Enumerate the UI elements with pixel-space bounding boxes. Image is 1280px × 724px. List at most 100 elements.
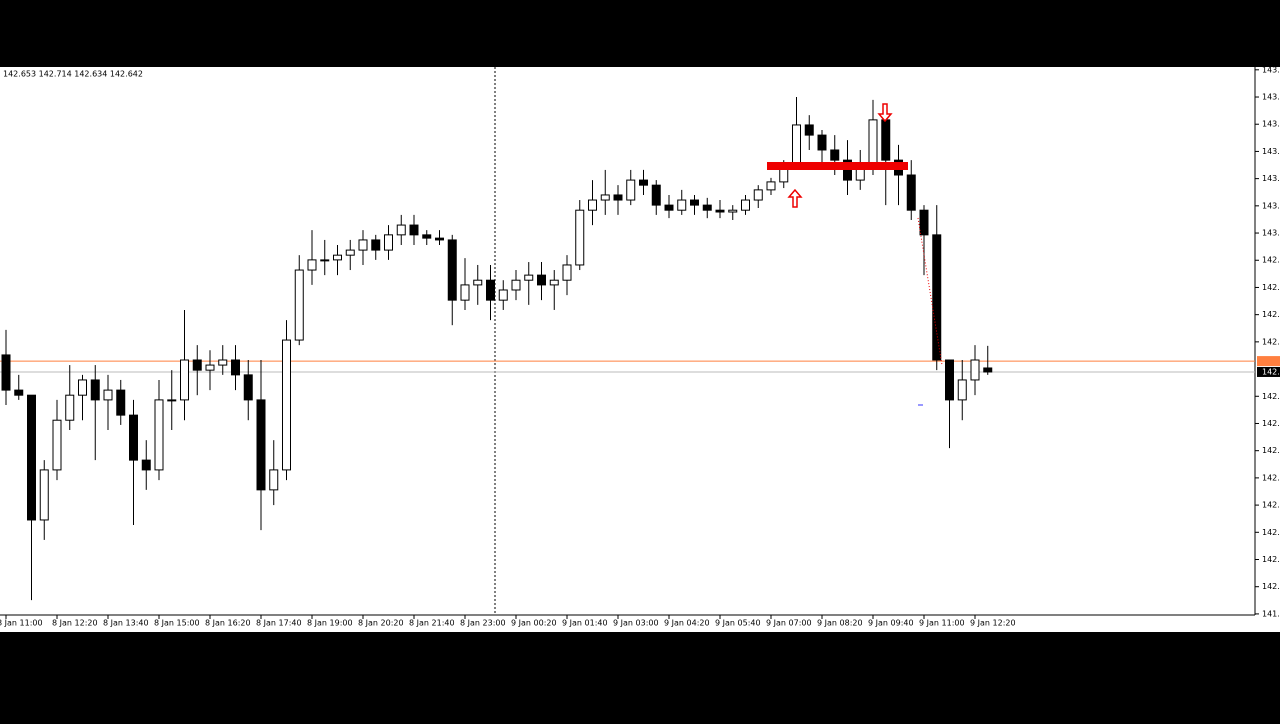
- x-tick-label: 9 Jan 12:20: [970, 619, 1016, 628]
- candle-body: [919, 209, 929, 236]
- candle-body: [690, 199, 699, 206]
- candle-body: [945, 359, 954, 401]
- candle-body: [27, 394, 36, 521]
- x-tick-label: 8 Jan 21:40: [409, 619, 455, 628]
- candle-body: [639, 179, 648, 186]
- y-tick-label: 142.4: [1262, 446, 1280, 455]
- y-tick-label: 142.7: [1262, 337, 1280, 346]
- candle-body: [766, 181, 776, 191]
- candle-body: [141, 459, 151, 471]
- chart-window: [0, 67, 1280, 632]
- y-tick-label: 142.2: [1262, 528, 1280, 537]
- buy-arrow: [787, 188, 803, 208]
- candle-body: [741, 199, 750, 211]
- candle-body: [371, 239, 381, 251]
- candle-body: [524, 274, 534, 281]
- y-tick-label: 142.0: [1262, 582, 1280, 591]
- candle-body: [320, 259, 330, 262]
- ohlc-info: 142.653 142.714 142.634 142.642: [3, 70, 143, 79]
- y-tick-label: 143.1: [1262, 201, 1280, 210]
- candle-body: [957, 379, 967, 401]
- candle-body: [983, 367, 993, 373]
- x-tick-label: 8 Jan 19:00: [307, 619, 353, 628]
- candle-body: [103, 389, 113, 401]
- candle-body: [486, 279, 495, 301]
- candle-body: [345, 249, 355, 256]
- trend-line: [917, 217, 943, 366]
- x-tick-label: 9 Jan 01:40: [562, 619, 608, 628]
- candle-body: [498, 289, 508, 301]
- y-tick-label: 142.3: [1262, 473, 1280, 482]
- candle-body: [65, 394, 75, 421]
- candle-body: [613, 194, 623, 201]
- candle-body: [396, 224, 406, 236]
- candle-body: [817, 134, 827, 151]
- x-tick-label: 9 Jan 08:20: [817, 619, 863, 628]
- candle-body: [626, 179, 636, 201]
- y-tick-label: 142.1: [1262, 555, 1280, 564]
- candle-body: [651, 184, 661, 206]
- candle-body: [333, 254, 342, 261]
- price-label: 142.6: [1262, 367, 1280, 376]
- candle-body: [575, 209, 585, 266]
- y-tick-label: 142.5: [1262, 392, 1280, 401]
- candle-body: [167, 399, 177, 402]
- candle-body: [256, 399, 266, 491]
- x-tick-label: 8 Jan 13:40: [103, 619, 149, 628]
- candle-body: [932, 234, 942, 361]
- candle-body: [537, 274, 546, 286]
- y-tick-label: 143.4: [1262, 93, 1280, 102]
- candle-body: [715, 209, 725, 213]
- candle-body: [843, 159, 852, 181]
- candle-body: [549, 279, 559, 286]
- x-tick-label: 9 Jan 03:00: [613, 619, 659, 628]
- candle-body: [728, 209, 738, 213]
- candle-body: [422, 234, 432, 239]
- y-tick-label: 142.9: [1262, 256, 1280, 265]
- y-tick-label: 142.8: [1262, 283, 1280, 292]
- x-tick-label: 8 Jan 23:00: [460, 619, 506, 628]
- y-tick-label: 143.4: [1262, 65, 1280, 74]
- sell-arrow: [877, 103, 893, 123]
- candle-body: [358, 239, 368, 251]
- candle-body: [14, 389, 24, 396]
- candle-body: [154, 399, 164, 471]
- resistance-zone: [767, 162, 908, 170]
- candle-body: [473, 279, 483, 286]
- plot-area: [0, 97, 1255, 601]
- y-tick-label: 143.2: [1262, 147, 1280, 156]
- y-tick-label: 142.8: [1262, 310, 1280, 319]
- y-tick-label: 143.0: [1262, 229, 1280, 238]
- x-tick-label: 9 Jan 09:40: [868, 619, 914, 628]
- candle-body: [664, 204, 674, 211]
- candle-body: [804, 124, 814, 136]
- y-tick-label: 141.9: [1262, 609, 1280, 618]
- candle-body: [52, 419, 62, 471]
- candle-body: [269, 469, 279, 491]
- candle-body: [294, 269, 304, 341]
- candle-body: [205, 364, 215, 371]
- candle-body: [830, 149, 840, 161]
- candle-body: [282, 339, 291, 471]
- candle-body: [588, 199, 597, 211]
- price-box: [1257, 366, 1280, 377]
- level-price-box: [1257, 356, 1280, 367]
- candle-body: [970, 359, 980, 381]
- x-tick-label: 9 Jan 05:40: [715, 619, 761, 628]
- candle-body: [129, 414, 138, 461]
- candle-body: [192, 359, 202, 371]
- y-tick-label: 143.3: [1262, 120, 1280, 129]
- candle-body: [881, 119, 891, 161]
- candle-body: [78, 379, 87, 396]
- candle-body: [435, 237, 444, 241]
- candle-body: [753, 189, 763, 201]
- candle-body: [562, 264, 572, 281]
- candle-body: [116, 389, 126, 416]
- y-tick-label: 143.1: [1262, 174, 1280, 183]
- x-tick-label: 9 Jan 11:00: [919, 619, 965, 628]
- x-tick-label: 8 Jan 20:20: [358, 619, 404, 628]
- candle-body: [39, 469, 49, 521]
- candle-body: [600, 194, 610, 201]
- x-tick-label: 8 Jan 12:20: [52, 619, 98, 628]
- candle-body: [460, 284, 470, 301]
